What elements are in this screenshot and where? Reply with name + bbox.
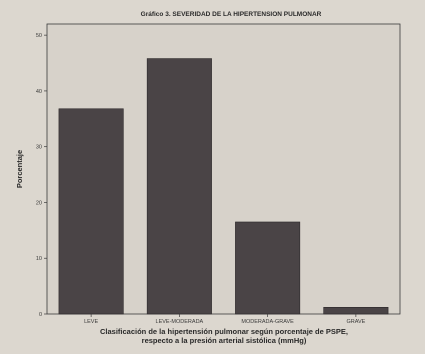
x-tick-label: MODERADA-GRAVE	[241, 319, 294, 325]
x-tick-label: LEVE-MODERADA	[156, 319, 204, 325]
bar-leve	[58, 108, 124, 315]
y-axis-label: Porcentaje	[15, 150, 24, 188]
bar-series	[58, 58, 389, 315]
bar-moderada-grave	[235, 221, 301, 315]
chart-title: Gráfico 3. SEVERIDAD DE LA HIPERTENSION …	[141, 11, 322, 18]
y-axis: 0 10 20 30 40 50	[36, 33, 47, 318]
x-tick-label: GRAVE	[346, 319, 365, 325]
y-tick-label: 0	[39, 312, 42, 318]
y-tick-label: 10	[36, 256, 42, 262]
x-axis-label-line-1: Clasificación de la hipertensión pulmona…	[100, 327, 348, 336]
y-tick-label: 50	[36, 33, 42, 39]
y-tick-label: 20	[36, 200, 42, 206]
bar-grave	[323, 307, 389, 315]
y-tick-label: 30	[36, 145, 42, 151]
x-axis-label-line-2: respecto a la presión arterial sistólica…	[142, 336, 307, 345]
x-axis: LEVE LEVE-MODERADA MODERADA-GRAVE GRAVE	[84, 314, 366, 325]
y-tick-label: 40	[36, 89, 42, 95]
bar-leve-moderada	[146, 58, 212, 315]
x-tick-label: LEVE	[84, 319, 98, 325]
